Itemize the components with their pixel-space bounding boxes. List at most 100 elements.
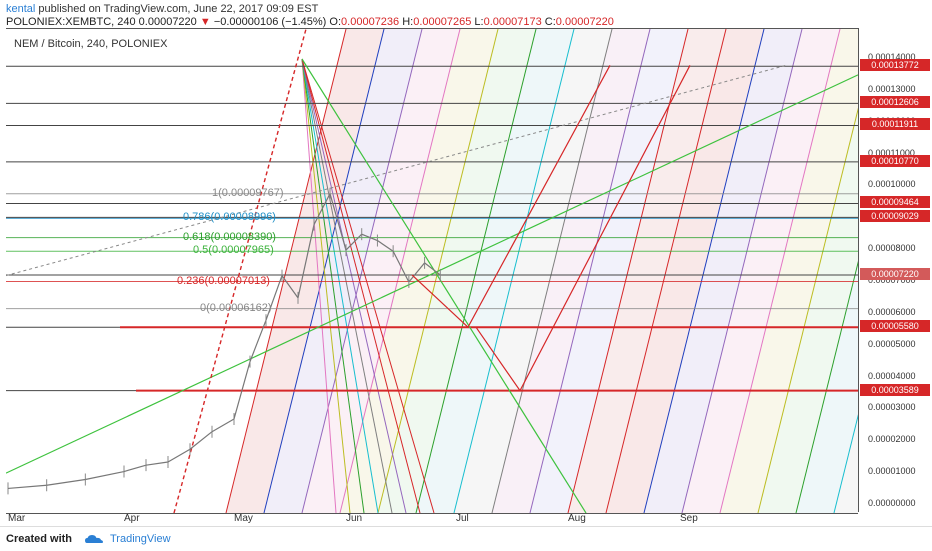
projection-arrow-1: [411, 65, 611, 329]
fan-band: [226, 29, 384, 513]
fan-line: [491, 28, 613, 514]
price-candle: [408, 262, 426, 283]
fan-band: [606, 29, 764, 513]
open-label: O:: [329, 16, 342, 28]
fan-line: [719, 28, 841, 514]
time-tick: Jul: [456, 513, 469, 524]
price-tag: 0.00012606: [860, 96, 930, 109]
price-tag: 0.00009464: [860, 196, 930, 209]
change-value: −0.00000106 (−1.45%): [213, 16, 327, 28]
price-tick: 0.00008000: [868, 243, 916, 254]
price-candle: [249, 319, 267, 362]
fan-band: [264, 29, 422, 513]
fib-level-label: 0.786(0.00008996): [183, 211, 276, 224]
chart-title: NEM / Bitcoin, 240, POLONIEX: [14, 38, 168, 50]
price-tick: 0.00007000: [868, 274, 916, 285]
fan-ray: [301, 58, 421, 514]
price-candle: [189, 431, 213, 450]
price-candle: [361, 233, 378, 242]
fib-level-label: 0.5(0.00007965): [193, 244, 274, 257]
tradingview-brand[interactable]: TradingView: [110, 533, 171, 545]
ohlc-line: POLONIEX:XEMBTC, 240 0.00007220 ▼ −0.000…: [6, 16, 614, 28]
low-label: L:: [474, 16, 484, 28]
fan-line: [339, 28, 461, 514]
high-label: H:: [402, 16, 414, 28]
fan-band: [416, 29, 574, 513]
price-tag: 0.00011911: [860, 118, 930, 131]
created-with-text: Created with: [6, 533, 73, 545]
fan-ray: [301, 58, 379, 514]
price-candle: [167, 448, 191, 463]
footer: Created with TradingView: [0, 526, 932, 551]
price-candle: [123, 464, 147, 473]
fan-band: [340, 29, 498, 513]
price-tick: 0.00005000: [868, 338, 916, 349]
fib-level-label: 0(0.00006162): [200, 301, 272, 314]
fan-line: [225, 28, 347, 514]
time-tick: May: [234, 513, 253, 524]
price-candle: [392, 250, 410, 283]
symbol-label: POLONIEX:XEMBTC, 240: [6, 16, 136, 28]
price-tick: 0.00006000: [868, 306, 916, 317]
fan-ray: [301, 58, 365, 514]
fan-band: [378, 29, 536, 513]
down-arrow-icon: ▼: [199, 16, 211, 28]
price-tick: 0.00001000: [868, 466, 916, 477]
price-tick: 0.00002000: [868, 434, 916, 445]
fan-line: [643, 28, 765, 514]
time-tick: Mar: [8, 513, 26, 524]
publish-header: kental published on TradingView.com, Jun…: [0, 0, 932, 28]
chart-plot-area[interactable]: [5, 28, 932, 514]
fan-line: [681, 28, 803, 514]
fan-line: [453, 28, 575, 514]
price-tag: 0.00003589: [860, 383, 930, 396]
fan-line: [415, 28, 537, 514]
price-candle: [211, 418, 235, 433]
fan-band: [492, 29, 650, 513]
price-tag: 0.00010770: [860, 154, 930, 167]
fan-ray: [301, 58, 407, 514]
fan-ray: [301, 58, 351, 514]
price-tick: 0.00014000: [868, 51, 916, 62]
price-tick: 0.00000000: [868, 498, 916, 508]
fan-line: [605, 28, 727, 514]
price-candle: [297, 224, 315, 299]
fan-ray: [301, 58, 435, 514]
price-tag: 0.00009029: [860, 210, 930, 223]
fan-band: [530, 29, 688, 513]
fan-line: [567, 28, 689, 514]
fan-line: [529, 28, 651, 514]
price-candle: [46, 478, 86, 486]
open-value: 0.00007236: [341, 16, 400, 28]
price-candle: [7, 484, 47, 490]
close-value: 0.00007220: [555, 16, 614, 28]
price-tag: 0.00013772: [860, 59, 930, 72]
price-candle: [377, 240, 394, 252]
time-tick: Jun: [346, 513, 363, 524]
price-tick: 0.00013000: [868, 83, 916, 94]
fan-band: [644, 29, 802, 513]
price-candle: [313, 193, 331, 225]
green-trendline: [5, 74, 859, 474]
chart-svg[interactable]: [5, 28, 932, 514]
price-tick: 0.00004000: [868, 370, 916, 381]
price-tick: 0.00011000: [868, 147, 915, 158]
fan-band: [454, 29, 612, 513]
price-tick: 0.00010000: [868, 179, 916, 190]
fan-band: [568, 29, 726, 513]
tradingview-cloud-icon: [85, 535, 103, 543]
author-link[interactable]: kental: [6, 3, 36, 15]
green-downtrend: [301, 58, 587, 514]
published-text: published on TradingView.com, June 22, 2…: [35, 3, 319, 15]
fan-band: [302, 29, 460, 513]
publish-line: kental published on TradingView.com, Jun…: [6, 3, 318, 15]
fib-level-label: 1(0.00009767): [212, 186, 284, 199]
projection-arrow-2: [475, 65, 691, 392]
high-value: 0.00007265: [413, 16, 472, 28]
fib-level-label: 0.618(0.00008390): [183, 230, 276, 243]
price-candle: [424, 262, 441, 276]
price-tick: 0.00003000: [868, 402, 916, 413]
price-tag: 0.00005580: [860, 320, 930, 333]
time-tick: Sep: [680, 513, 698, 524]
time-axis[interactable]: Mar Apr May Jun Jul Aug Sep: [6, 512, 858, 526]
